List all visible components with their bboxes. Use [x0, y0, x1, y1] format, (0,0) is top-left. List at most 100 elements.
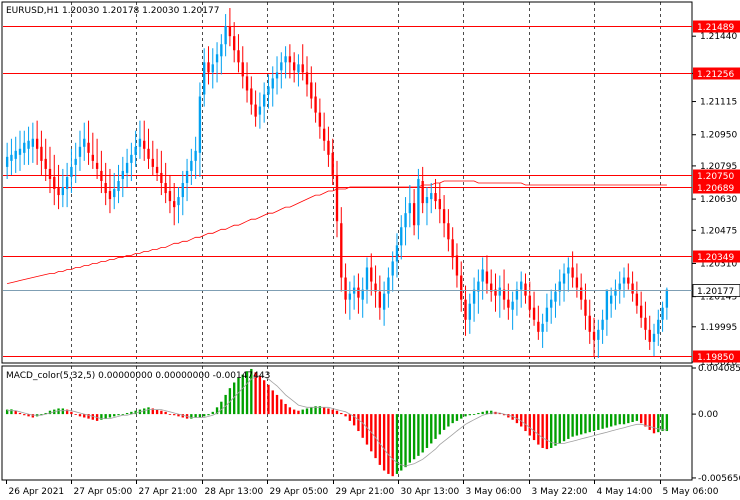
candle-body — [597, 329, 600, 340]
candle-body — [348, 293, 352, 300]
candle-body — [460, 275, 463, 300]
candle-body — [609, 295, 613, 304]
candle-body — [134, 146, 137, 155]
macd-bar — [614, 414, 617, 426]
bull-candle — [275, 56, 279, 95]
candle-body — [635, 293, 639, 306]
candle-body — [151, 158, 154, 167]
macd-bar — [113, 414, 116, 417]
bear-candle — [100, 150, 103, 194]
bull-candle — [554, 283, 557, 318]
candle-body — [532, 307, 536, 320]
bear-candle — [40, 130, 43, 175]
candle-body — [95, 162, 99, 169]
candle-body — [87, 142, 90, 153]
bull-candle — [665, 287, 669, 320]
macd-bar — [160, 410, 163, 415]
bull-candle — [31, 122, 35, 163]
macd-bar — [558, 414, 561, 444]
macd-bar — [108, 414, 112, 418]
macd-histogram — [5, 368, 669, 477]
candle-body — [78, 146, 82, 157]
candle-body — [605, 289, 609, 320]
macd-bar — [648, 414, 651, 430]
candle-body — [121, 170, 124, 179]
macd-bar — [254, 372, 257, 415]
macd-bar — [661, 414, 664, 432]
macd-bar — [87, 414, 90, 419]
bear-candle — [331, 138, 334, 186]
macd-bar — [233, 382, 236, 415]
macd-bar — [331, 409, 334, 415]
candle-body — [524, 283, 527, 296]
macd-bar — [348, 414, 352, 421]
candle-body — [378, 291, 382, 308]
macd-bar — [562, 414, 566, 442]
macd-bar — [605, 414, 609, 428]
bull-candle — [567, 257, 570, 292]
candle-body — [644, 317, 647, 330]
candle-body — [567, 267, 570, 274]
macd-bar — [237, 377, 240, 415]
macd-bar — [365, 414, 369, 445]
candle-body — [395, 245, 399, 262]
bull-candle — [83, 122, 86, 161]
candle-body — [631, 283, 634, 294]
candle-body — [575, 277, 579, 288]
candle-body — [657, 319, 660, 334]
candle-body — [267, 86, 270, 95]
candle-body — [515, 289, 519, 300]
macd-bar — [361, 414, 364, 438]
macd-bar — [168, 414, 172, 415]
macd-bar — [220, 401, 223, 415]
bear-candle — [580, 273, 583, 310]
candle-body — [203, 62, 206, 95]
candle-body — [211, 64, 214, 73]
macd-bar — [267, 384, 270, 415]
macd-bar — [592, 414, 596, 432]
candle-body — [571, 267, 574, 278]
candle-body — [275, 72, 279, 79]
candle-body — [40, 146, 43, 161]
macd-title: MACD_color(5,32,5) 0.00000000 0.00000000… — [6, 371, 270, 381]
bear-candle — [639, 291, 643, 328]
bear-candle — [631, 271, 634, 302]
bull-candle — [652, 323, 656, 356]
bear-candle — [160, 150, 163, 196]
macd-bar — [177, 414, 180, 417]
bull-candle — [417, 168, 420, 240]
bull-candle — [181, 170, 184, 216]
price-tick-label: 1.21115 — [700, 98, 737, 108]
bull-candle — [211, 48, 214, 89]
bear-candle — [44, 138, 47, 181]
candle-body — [648, 329, 651, 342]
bear-candle — [305, 56, 309, 97]
macd-bar — [288, 407, 292, 415]
macd-bar — [130, 411, 133, 415]
bear-candle — [571, 251, 574, 288]
bull-candle — [382, 281, 386, 326]
candle-body — [233, 36, 236, 51]
macd-bar — [151, 408, 154, 415]
bear-candle — [237, 34, 240, 73]
bear-candle — [314, 82, 317, 123]
candle-body — [245, 76, 249, 91]
bear-candle — [151, 140, 154, 175]
bear-candle — [648, 315, 651, 350]
macd-bar — [507, 414, 510, 418]
macd-bar — [318, 406, 322, 415]
bull-candle — [61, 168, 65, 208]
macd-bar — [322, 407, 326, 415]
macd-bar — [588, 414, 591, 433]
bear-candle — [485, 255, 489, 294]
macd-bar — [117, 414, 120, 416]
candle-body — [545, 307, 549, 322]
macd-bar — [245, 371, 249, 415]
macd-bar — [100, 414, 103, 420]
macd-axis-ticks: 0.0040852 0.00 -0.0056561 — [692, 364, 740, 484]
macd-bar — [472, 414, 476, 415]
macd-bar — [417, 414, 420, 456]
macd-bar — [125, 412, 129, 415]
candle-body — [250, 88, 253, 105]
candle-body — [305, 72, 309, 85]
